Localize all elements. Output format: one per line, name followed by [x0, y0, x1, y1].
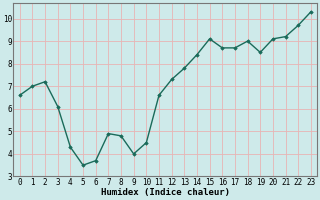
X-axis label: Humidex (Indice chaleur): Humidex (Indice chaleur) — [101, 188, 230, 197]
